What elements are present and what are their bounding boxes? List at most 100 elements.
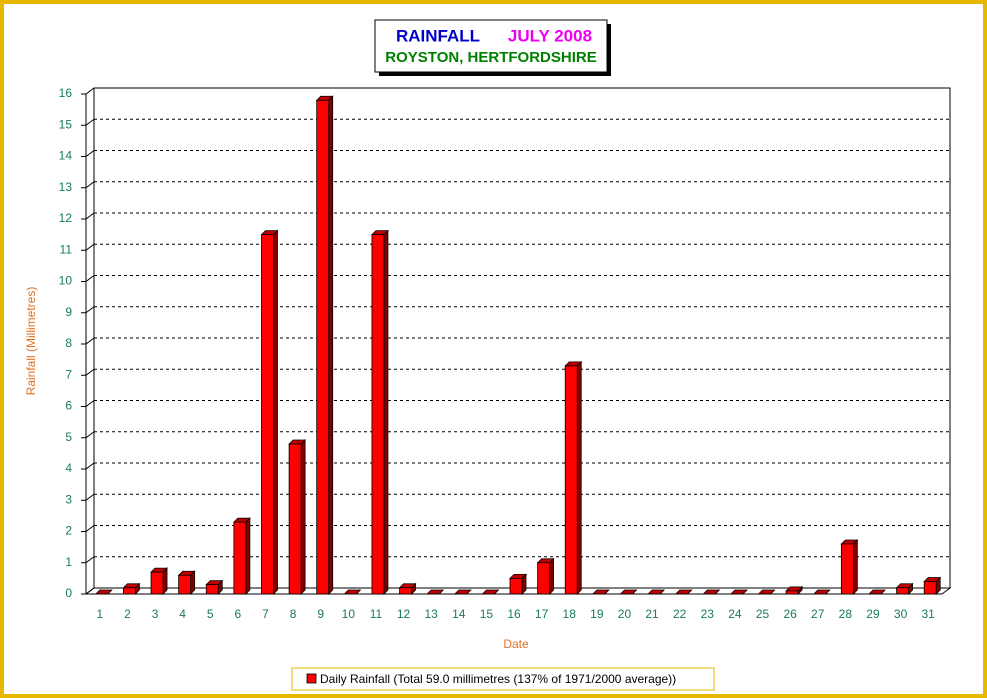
x-tick-label: 8	[290, 607, 297, 621]
x-tick-label: 23	[701, 607, 715, 621]
bar-side	[273, 229, 278, 595]
y-tick-label: 0	[65, 586, 72, 600]
y-tick-label: 6	[65, 399, 72, 413]
grid-diagonal	[85, 493, 95, 501]
bar	[233, 521, 247, 595]
bar	[288, 443, 302, 595]
grid-diagonal	[85, 556, 95, 564]
bar-side	[383, 229, 389, 595]
x-tick-label: 2	[124, 607, 131, 621]
x-tick-label: 28	[839, 607, 853, 621]
x-tick-label: 9	[317, 607, 324, 621]
grid-diagonal	[85, 212, 95, 220]
chart-title-date: JULY 2008	[508, 26, 592, 45]
bar	[923, 581, 937, 595]
grid-diagonal	[85, 462, 95, 470]
bar	[205, 584, 219, 595]
x-tick-label: 13	[424, 607, 438, 621]
grid-diagonal	[85, 181, 95, 189]
x-tick-label: 24	[728, 607, 742, 621]
bar	[564, 365, 578, 595]
y-tick-label: 11	[60, 242, 73, 256]
x-tick-label: 15	[480, 607, 494, 621]
x-tick-label: 10	[342, 607, 356, 621]
y-tick-label: 7	[65, 367, 72, 381]
x-tick-label: 5	[207, 607, 214, 621]
bar	[509, 577, 523, 595]
y-tick-label: 9	[65, 305, 72, 319]
grid-diagonal	[85, 400, 95, 407]
grid-diagonal	[85, 337, 95, 345]
x-tick-label: 19	[590, 607, 604, 621]
chart-subtitle: ROYSTON, HERTFORDSHIRE	[385, 49, 596, 66]
bar	[371, 234, 385, 595]
x-tick-label: 25	[756, 607, 770, 621]
x-tick-label: 11	[370, 607, 383, 621]
bar-side	[576, 360, 582, 595]
bar-side	[549, 557, 555, 595]
x-axis-label: Date	[503, 637, 529, 651]
x-tick-label: 1	[96, 607, 103, 621]
grid-diagonal	[85, 368, 95, 376]
x-tick-label: 26	[783, 607, 797, 621]
grid-diagonal	[85, 87, 95, 95]
grid-diagonal	[85, 118, 95, 126]
bar	[399, 587, 412, 595]
x-tick-label: 18	[563, 607, 577, 621]
legend-box	[291, 667, 715, 691]
x-tick-label: 29	[866, 607, 880, 621]
bar-side	[300, 439, 306, 595]
x-tick-label: 14	[452, 607, 466, 621]
y-tick-label: 3	[65, 492, 72, 506]
x-tick-label: 3	[152, 607, 159, 621]
legend-label: Daily Rainfall (Total 59.0 millimetres (…	[320, 672, 676, 686]
bar-side	[245, 517, 251, 595]
x-tick-label: 12	[397, 607, 411, 621]
y-tick-label: 8	[65, 336, 72, 350]
grid-diagonal	[85, 525, 95, 532]
bar	[537, 562, 551, 595]
y-tick-label: 16	[59, 86, 73, 100]
title-box	[374, 19, 608, 73]
bar-side	[852, 539, 858, 595]
x-tick-label: 16	[507, 607, 521, 621]
bar	[840, 543, 854, 595]
x-tick-label: 20	[618, 607, 632, 621]
y-tick-label: 4	[65, 461, 72, 475]
chart-title: RAINFALL	[396, 26, 480, 45]
bar-side	[328, 95, 334, 595]
bar	[896, 587, 909, 595]
legend-marker	[306, 673, 317, 684]
bar	[261, 234, 274, 595]
y-tick-label: 15	[59, 117, 73, 131]
bar	[785, 590, 799, 595]
grid-diagonal	[85, 243, 95, 251]
bar	[150, 571, 164, 595]
grid-diagonal	[85, 275, 95, 282]
y-tick-label: 10	[59, 274, 73, 288]
x-tick-label: 30	[894, 607, 908, 621]
bar	[178, 574, 192, 595]
x-tick-label: 4	[179, 607, 186, 621]
grid-diagonal	[85, 306, 95, 314]
y-tick-label: 14	[59, 149, 73, 163]
x-tick-label: 21	[645, 607, 659, 621]
bar	[316, 99, 330, 595]
x-tick-label: 17	[535, 607, 549, 621]
x-tick-label: 27	[811, 607, 825, 621]
x-tick-label: 31	[922, 607, 936, 621]
x-tick-label: 6	[235, 607, 242, 621]
y-tick-label: 13	[59, 180, 73, 194]
y-tick-label: 5	[65, 430, 72, 444]
grid-diagonal	[85, 587, 95, 595]
y-axis-label: Rainfall (Millimetres)	[24, 287, 38, 396]
y-tick-label: 12	[59, 211, 73, 225]
x-tick-label: 22	[673, 607, 687, 621]
x-tick-label: 7	[262, 607, 269, 621]
grid-diagonal	[85, 150, 95, 157]
bar	[123, 587, 136, 595]
grid-diagonal	[85, 431, 95, 439]
y-tick-label: 1	[65, 555, 72, 569]
